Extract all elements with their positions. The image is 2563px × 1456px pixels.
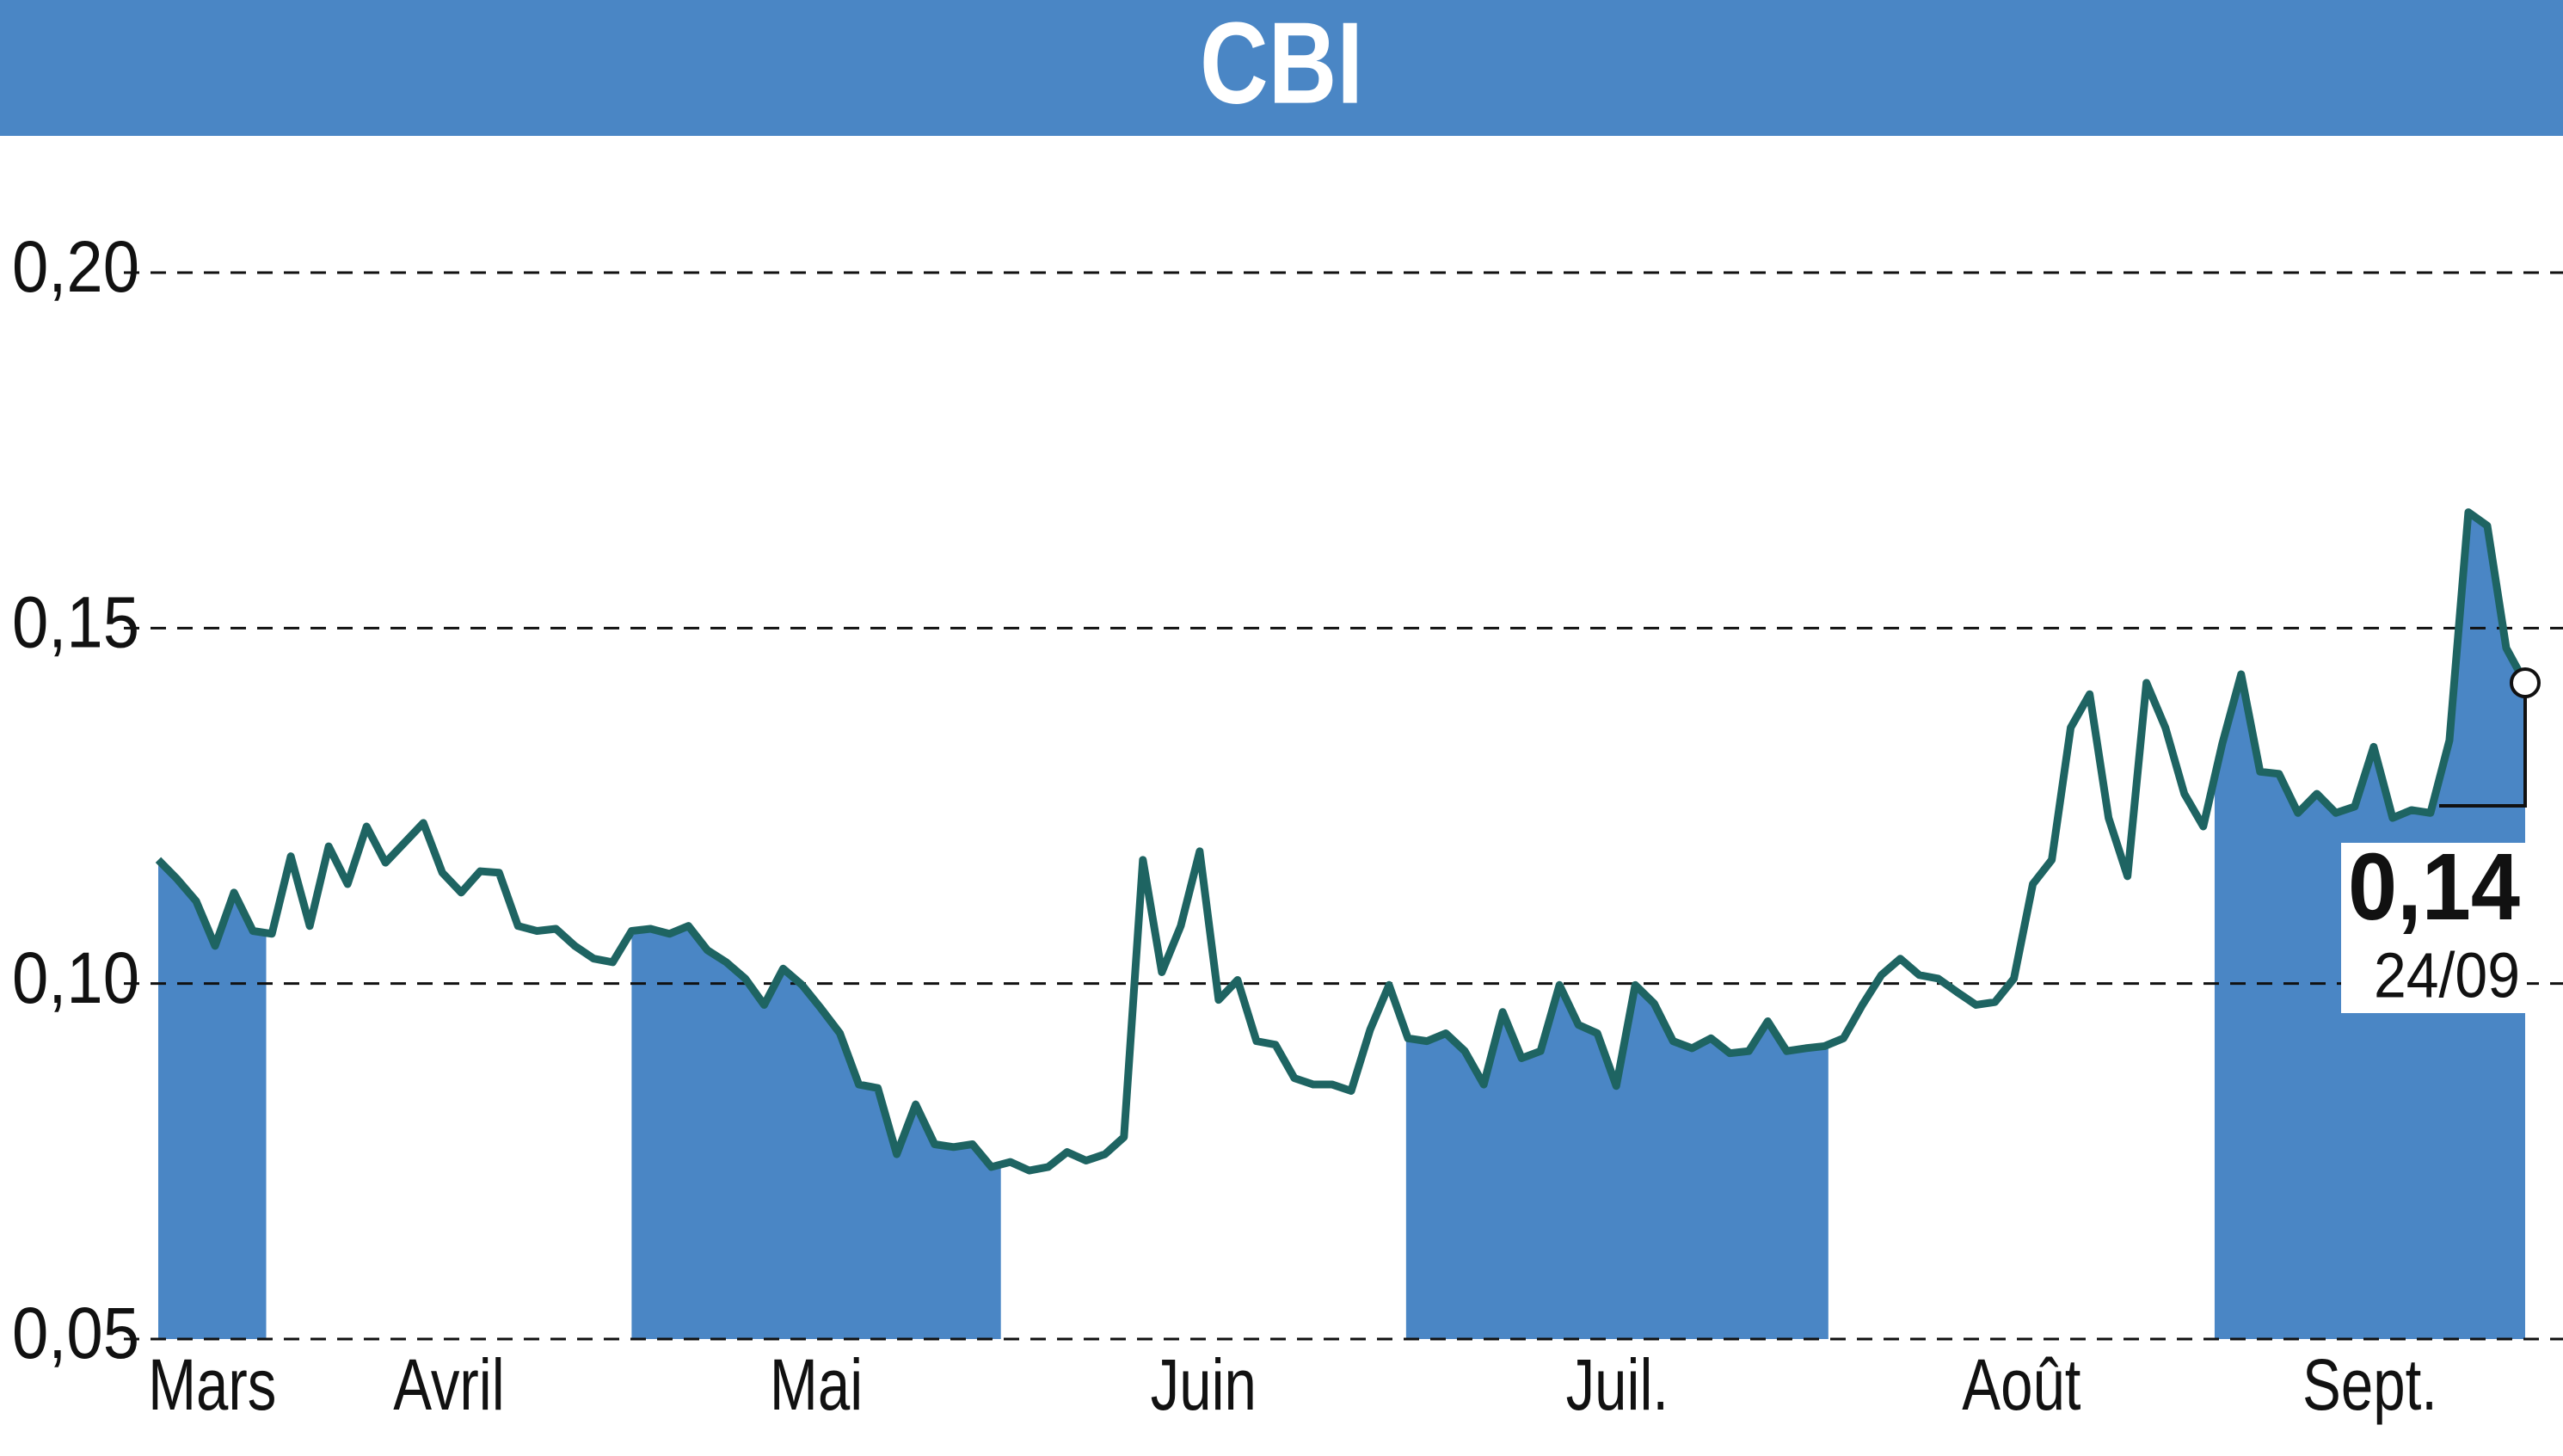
- y-tick-label: 0,20: [12, 226, 139, 307]
- last-point: [2510, 667, 2541, 698]
- y-tick-label: 0,05: [12, 1293, 139, 1373]
- x-tick-label: Juil.: [1566, 1345, 1669, 1426]
- price-line: [155, 508, 2529, 1175]
- y-tick-label: 0,10: [12, 937, 139, 1018]
- chart-title: CBI: [1200, 0, 1363, 128]
- x-tick-label: Mars: [148, 1345, 276, 1426]
- connector: [2439, 682, 2527, 808]
- label-box: [2341, 843, 2527, 1013]
- x-tick-label: Août: [1962, 1345, 2081, 1426]
- y-tick-label: 0,15: [12, 582, 139, 663]
- x-tick-label: Sept.: [2302, 1345, 2437, 1426]
- x-tick-label: Mai: [770, 1345, 863, 1426]
- last-value-label: 0,14: [2348, 834, 2520, 940]
- x-tick-label: Juin: [1151, 1345, 1257, 1426]
- x-tick-label: Avril: [393, 1345, 504, 1426]
- last-date: 24/09: [2374, 940, 2520, 1011]
- area: [158, 512, 2525, 1339]
- title-bar: [0, 0, 2563, 136]
